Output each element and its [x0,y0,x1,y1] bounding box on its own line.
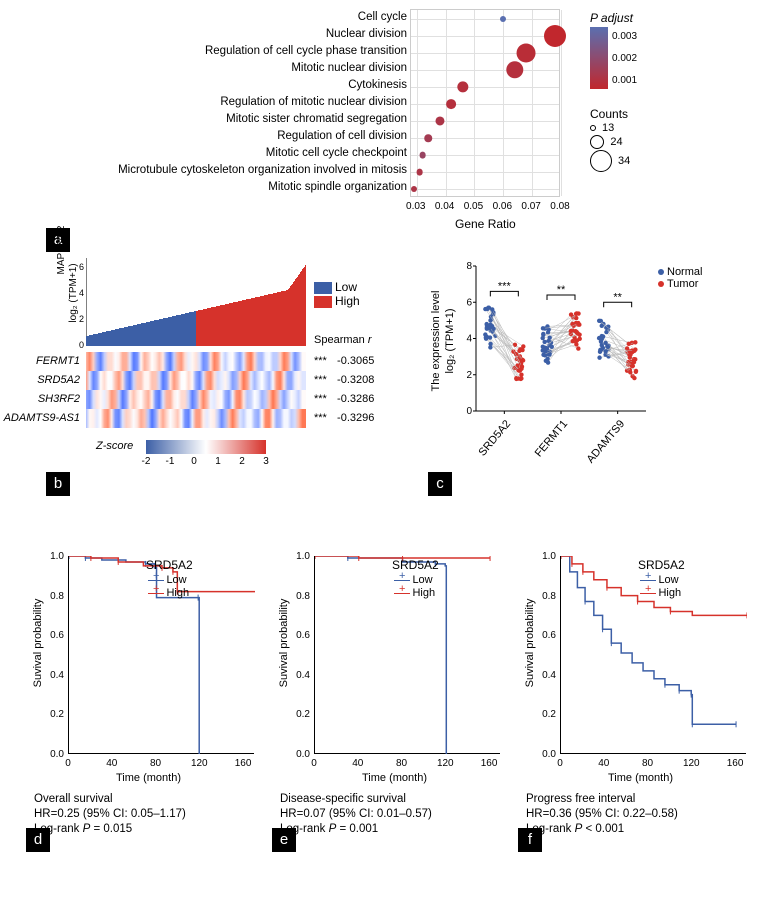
go-term-label: Mitotic nuclear division [27,62,407,74]
svg-text:6: 6 [466,297,472,308]
dot-point [416,169,423,176]
colorbar: 0.0030.0020.001 [590,27,608,89]
go-term-label: Regulation of cell division [27,130,407,142]
panel-c-legend: NormalTumor [658,266,702,290]
panel-label-c: c [428,472,452,496]
size-legend-title: Counts [590,107,630,121]
panel-label-d: d [26,828,50,852]
size-legend: Counts 132434 [590,107,630,172]
spearman-header: Spearman r [314,334,371,346]
dot-point [517,43,536,62]
dot-point [544,25,566,47]
dot-point [500,16,506,22]
dot-point [425,134,433,142]
panel-label-b: b [46,472,70,496]
go-term-label: Cell cycle [27,11,407,23]
svg-text:4: 4 [466,334,472,345]
go-term-label: Cytokinesis [27,79,407,91]
panel-b-heatmap [86,352,306,428]
color-legend-title: P adjust [590,11,710,25]
panel-f: 0.00.20.40.60.81.004080120160Suvival pro… [518,548,758,858]
panel-b-ylabel-1: MAPK8IP2 [56,200,67,300]
svg-text:**: ** [557,284,566,296]
dot-point [506,61,523,78]
panel-c-ylabel-1: The expression level [430,276,442,406]
svg-text:8: 8 [466,261,472,272]
dot-grid [410,9,560,197]
dot-point [411,186,417,192]
zscore-label: Z-score [96,440,133,452]
svg-text:**: ** [613,291,622,303]
go-term-label: Mitotic sister chromatid segregation [27,113,407,125]
dot-point [446,99,456,109]
dot-point [419,152,426,159]
go-term-label: Nuclear division [27,28,407,40]
svg-text:***: *** [498,280,512,292]
svg-text:2: 2 [466,370,472,381]
panel-d: 0.00.20.40.60.81.004080120160Suvival pro… [26,548,266,858]
dot-point [457,81,468,92]
panel-b-legend: LowHigh [314,280,360,308]
panel-c-plot: 02468******* [448,258,658,428]
go-term-label: Regulation of cell cycle phase transitio… [27,45,407,57]
go-term-label: Mitotic spindle organization [27,181,407,193]
panel-b-barplot [86,258,306,346]
dot-plot: Gene Ratio 0.030.040.050.060.070.08Cell … [25,5,565,230]
panel-b: MAPK8IP2 log₂ (TPM+1) LowHigh Spearman r… [46,258,396,538]
panel-e: 0.00.20.40.60.81.004080120160Suvival pro… [272,548,512,858]
dot-point [435,117,444,126]
go-term-label: Mitotic cell cycle checkpoint [27,147,407,159]
color-legend: P adjust 0.0030.0020.001 [590,11,710,89]
go-term-label: Regulation of mitotic nuclear division [27,96,407,108]
panel-a: Gene Ratio 0.030.040.050.060.070.08Cell … [25,5,745,240]
go-term-label: Microtubule cytoskeleton organization in… [27,164,407,176]
panel-label-e: e [272,828,296,852]
svg-text:0: 0 [466,406,472,417]
zscore-colorbar [146,440,266,454]
panel-c: The expression level log₂ (TPM+1) 02468*… [428,258,738,518]
x-axis-label: Gene Ratio [455,217,516,231]
panel-label-f: f [518,828,542,852]
